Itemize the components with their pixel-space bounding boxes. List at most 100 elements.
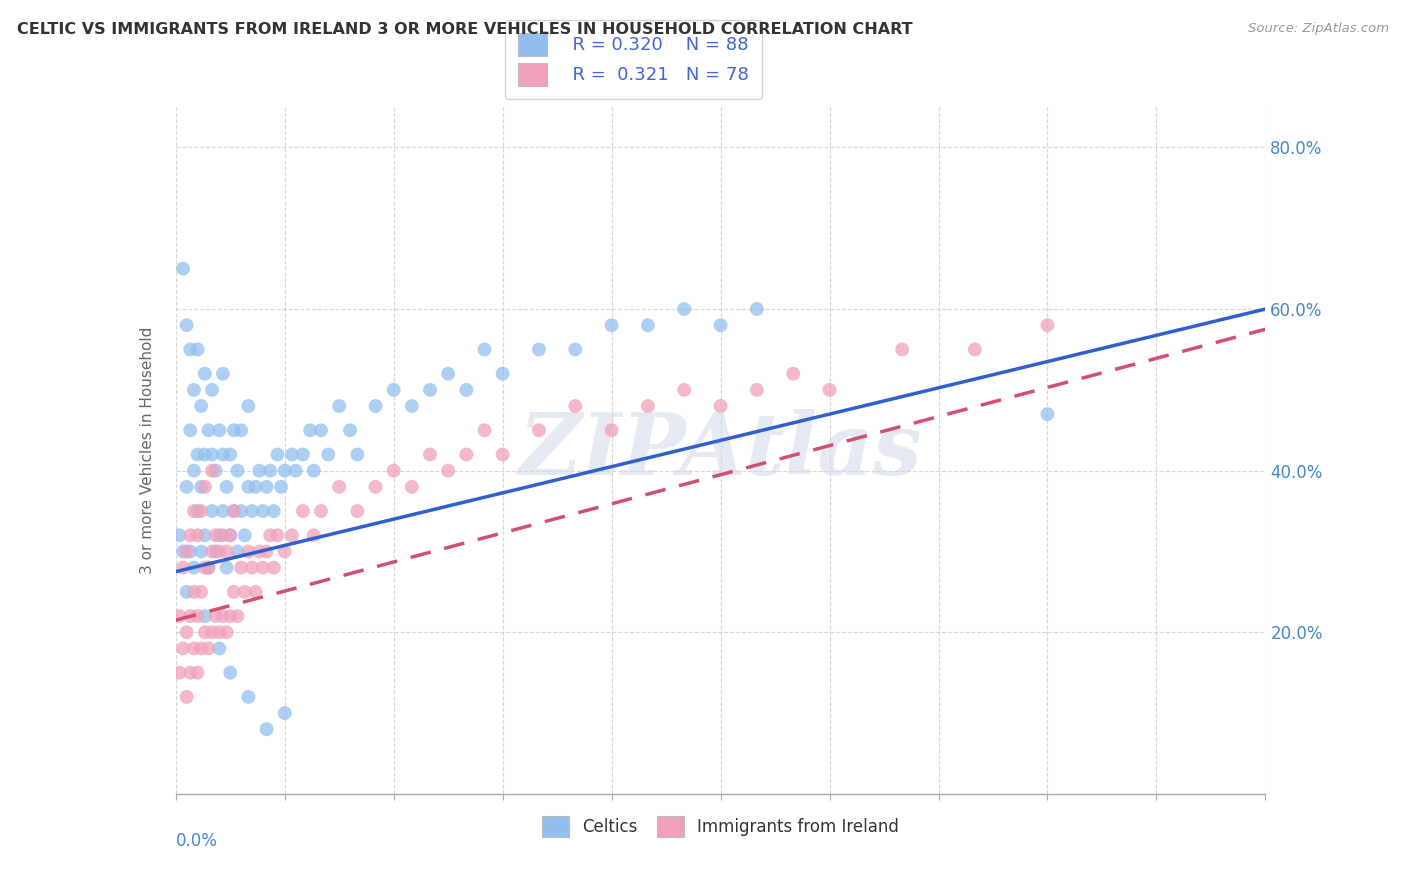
Point [215, 544, 238, 558]
Point [208, 528, 231, 542]
Legend: Celtics, Immigrants from Ireland: Celtics, Immigrants from Ireland [536, 809, 905, 844]
Text: CELTIC VS IMMIGRANTS FROM IRELAND 3 OR MORE VEHICLES IN HOUSEHOLD CORRELATION CH: CELTIC VS IMMIGRANTS FROM IRELAND 3 OR M… [17, 22, 912, 37]
Point [215, 560, 238, 574]
Point [212, 609, 235, 624]
Point [186, 448, 209, 462]
Point [247, 544, 270, 558]
Point [527, 343, 550, 357]
Point [183, 641, 205, 656]
Point [437, 464, 460, 478]
Point [186, 609, 209, 624]
Point [169, 528, 191, 542]
Point [179, 423, 201, 437]
Point [204, 464, 226, 478]
Y-axis label: 3 or more Vehicles in Household: 3 or more Vehicles in Household [141, 326, 155, 574]
Point [673, 383, 696, 397]
Point [176, 318, 198, 333]
Point [710, 318, 733, 333]
Point [527, 423, 550, 437]
Point [309, 423, 332, 437]
Point [204, 528, 226, 542]
Point [782, 367, 804, 381]
Point [233, 528, 256, 542]
Point [226, 609, 249, 624]
Point [256, 544, 278, 558]
Point [212, 448, 235, 462]
Point [186, 343, 209, 357]
Point [219, 528, 242, 542]
Point [309, 504, 332, 518]
Point [240, 504, 263, 518]
Point [270, 480, 292, 494]
Point [176, 480, 198, 494]
Point [281, 448, 304, 462]
Point [176, 544, 198, 558]
Point [212, 367, 235, 381]
Point [1036, 318, 1059, 333]
Point [194, 625, 217, 640]
Point [201, 464, 224, 478]
Point [201, 544, 224, 558]
Point [231, 423, 253, 437]
Point [194, 367, 217, 381]
Point [564, 343, 586, 357]
Point [266, 528, 288, 542]
Point [456, 383, 478, 397]
Point [364, 480, 387, 494]
Point [222, 585, 245, 599]
Point [263, 504, 285, 518]
Point [190, 585, 212, 599]
Point [194, 528, 217, 542]
Point [259, 464, 281, 478]
Point [183, 504, 205, 518]
Point [212, 528, 235, 542]
Point [281, 528, 304, 542]
Point [637, 318, 659, 333]
Point [259, 528, 281, 542]
Point [176, 690, 198, 704]
Point [179, 528, 201, 542]
Point [745, 383, 768, 397]
Point [600, 318, 623, 333]
Point [226, 464, 249, 478]
Point [299, 423, 322, 437]
Point [474, 343, 496, 357]
Point [222, 504, 245, 518]
Point [183, 464, 205, 478]
Point [437, 367, 460, 381]
Point [201, 625, 224, 640]
Point [238, 690, 260, 704]
Point [197, 423, 219, 437]
Point [179, 609, 201, 624]
Point [183, 560, 205, 574]
Point [190, 504, 212, 518]
Point [291, 448, 314, 462]
Point [963, 343, 986, 357]
Point [197, 560, 219, 574]
Point [197, 641, 219, 656]
Point [274, 464, 297, 478]
Point [222, 504, 245, 518]
Point [190, 544, 212, 558]
Point [252, 560, 274, 574]
Point [233, 585, 256, 599]
Point [492, 367, 515, 381]
Point [172, 560, 194, 574]
Point [891, 343, 914, 357]
Point [169, 609, 191, 624]
Point [172, 261, 194, 276]
Point [219, 609, 242, 624]
Point [172, 544, 194, 558]
Point [318, 448, 340, 462]
Point [240, 560, 263, 574]
Point [208, 544, 231, 558]
Point [204, 544, 226, 558]
Point [492, 448, 515, 462]
Point [222, 423, 245, 437]
Point [169, 665, 191, 680]
Point [600, 423, 623, 437]
Point [204, 609, 226, 624]
Point [201, 448, 224, 462]
Point [346, 504, 368, 518]
Point [419, 448, 441, 462]
